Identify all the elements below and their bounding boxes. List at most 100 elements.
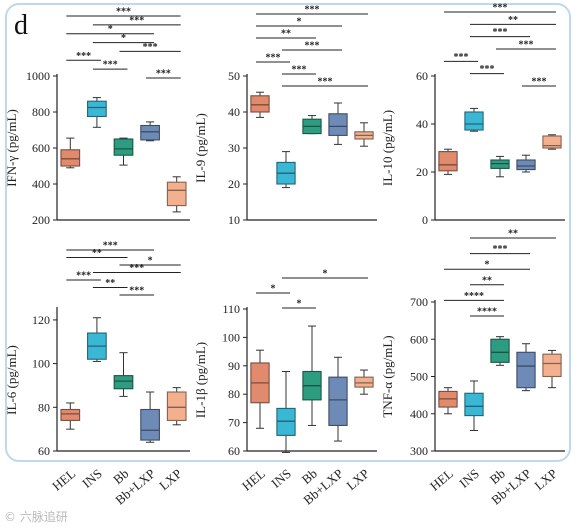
y-tick-label: 110 bbox=[222, 302, 240, 316]
significance-label: *** bbox=[519, 40, 534, 51]
significance-label: ** bbox=[105, 278, 115, 289]
y-tick-label: 600 bbox=[410, 332, 428, 346]
x-tick-label: INS bbox=[79, 466, 105, 491]
significance-label: *** bbox=[292, 65, 307, 76]
significance-label: *** bbox=[493, 3, 508, 14]
y-axis-label: IL-1β (pg/mL) bbox=[193, 342, 208, 418]
significance-label: *** bbox=[156, 69, 171, 80]
y-tick-label: 800 bbox=[32, 105, 50, 119]
y-tick-label: 30 bbox=[228, 141, 240, 155]
significance-label: * bbox=[108, 24, 113, 35]
y-tick-label: 60 bbox=[38, 444, 50, 458]
box-INS bbox=[464, 392, 484, 417]
box-LXP bbox=[166, 181, 187, 207]
y-tick-label: 300 bbox=[410, 444, 428, 458]
y-tick-label: 100 bbox=[32, 357, 50, 371]
box-HEL bbox=[250, 95, 270, 113]
y-tick-label: 70 bbox=[228, 416, 240, 430]
y-tick-label: 0 bbox=[422, 213, 428, 227]
significance-label: *** bbox=[129, 263, 144, 274]
box-INS bbox=[87, 100, 107, 118]
y-tick-label: 10 bbox=[228, 213, 240, 227]
significance-label: *** bbox=[143, 42, 158, 53]
y-tick-label: 700 bbox=[410, 295, 428, 309]
y-tick-label: 60 bbox=[228, 444, 240, 458]
y-tick-label: 120 bbox=[32, 313, 50, 327]
x-tick-label: INS bbox=[456, 466, 482, 491]
significance-label: ** bbox=[508, 15, 518, 26]
significance-label: *** bbox=[103, 60, 118, 71]
box-Bb bbox=[113, 138, 134, 156]
significance-label: **** bbox=[464, 291, 484, 302]
y-axis-label: TNF-α (pg/mL) bbox=[380, 335, 395, 417]
significance-label: * bbox=[297, 299, 302, 310]
y-tick-label: 60 bbox=[416, 69, 428, 83]
y-axis-label: IL-10 (pg/mL) bbox=[380, 110, 395, 186]
watermark: © 六脉追研 bbox=[4, 510, 68, 524]
significance-label: *** bbox=[532, 77, 547, 88]
y-tick-label: 100 bbox=[222, 330, 240, 344]
y-tick-label: 40 bbox=[228, 105, 240, 119]
y-tick-label: 80 bbox=[38, 400, 50, 414]
significance-label: *** bbox=[76, 51, 91, 62]
significance-label: *** bbox=[493, 244, 508, 255]
figure-frame bbox=[5, 3, 571, 462]
box-INS bbox=[464, 111, 484, 131]
box-HEL bbox=[60, 408, 81, 421]
significance-label: **** bbox=[477, 307, 497, 318]
significance-label: ** bbox=[482, 275, 492, 286]
significance-label: *** bbox=[493, 27, 508, 38]
box-Bb+LXP bbox=[140, 124, 160, 141]
significance-label: *** bbox=[305, 5, 320, 16]
box-Bb+LXP bbox=[516, 351, 536, 389]
significance-label: * bbox=[297, 17, 302, 28]
significance-label: *** bbox=[266, 53, 281, 64]
significance-label: *** bbox=[103, 241, 118, 252]
significance-label: ** bbox=[92, 248, 102, 259]
y-tick-label: 400 bbox=[32, 177, 50, 191]
box-Bb+LXP bbox=[328, 113, 348, 136]
y-tick-label: 20 bbox=[228, 177, 240, 191]
x-tick-label: INS bbox=[268, 466, 294, 491]
significance-label: *** bbox=[129, 286, 144, 297]
significance-label: * bbox=[121, 33, 126, 44]
significance-label: ** bbox=[508, 229, 518, 240]
significance-label: *** bbox=[480, 64, 495, 75]
significance-label: * bbox=[148, 256, 153, 267]
significance-label: *** bbox=[318, 77, 333, 88]
box-LXP bbox=[542, 353, 562, 378]
x-tick-label: LXP bbox=[343, 466, 371, 493]
x-tick-label: Bb bbox=[299, 466, 320, 487]
box-Bb bbox=[490, 338, 510, 363]
y-tick-label: 600 bbox=[32, 141, 50, 155]
significance-label: * bbox=[323, 269, 328, 280]
box-Bb+LXP bbox=[140, 408, 160, 441]
significance-label: *** bbox=[116, 7, 131, 18]
significance-label: * bbox=[271, 284, 276, 295]
box-Bb+LXP bbox=[516, 159, 536, 171]
y-tick-label: 50 bbox=[228, 69, 240, 83]
x-tick-label: LXP bbox=[156, 466, 184, 493]
x-tick-label: HEL bbox=[239, 466, 268, 494]
box-Bb+LXP bbox=[328, 376, 348, 426]
box-INS bbox=[276, 407, 296, 436]
significance-label: * bbox=[485, 260, 490, 271]
box-LXP bbox=[166, 391, 187, 421]
box-HEL bbox=[438, 151, 458, 172]
significance-label: *** bbox=[454, 52, 469, 63]
significance-label: *** bbox=[305, 41, 320, 52]
x-tick-label: LXP bbox=[531, 466, 559, 493]
y-tick-label: 400 bbox=[410, 407, 428, 421]
y-axis-label: IL-9 (pg/mL) bbox=[193, 113, 208, 183]
significance-label: ** bbox=[281, 29, 291, 40]
y-axis-label: IL-6 (pg/mL) bbox=[4, 345, 19, 415]
significance-label: *** bbox=[76, 271, 91, 282]
x-tick-label: Bb bbox=[110, 466, 131, 487]
y-axis-label: IFN-γ (pg/mL) bbox=[4, 109, 19, 187]
y-tick-label: 20 bbox=[416, 165, 428, 179]
significance-label: *** bbox=[129, 15, 144, 26]
y-tick-label: 40 bbox=[416, 117, 428, 131]
x-tick-label: HEL bbox=[49, 466, 78, 494]
y-tick-label: 500 bbox=[410, 370, 428, 384]
